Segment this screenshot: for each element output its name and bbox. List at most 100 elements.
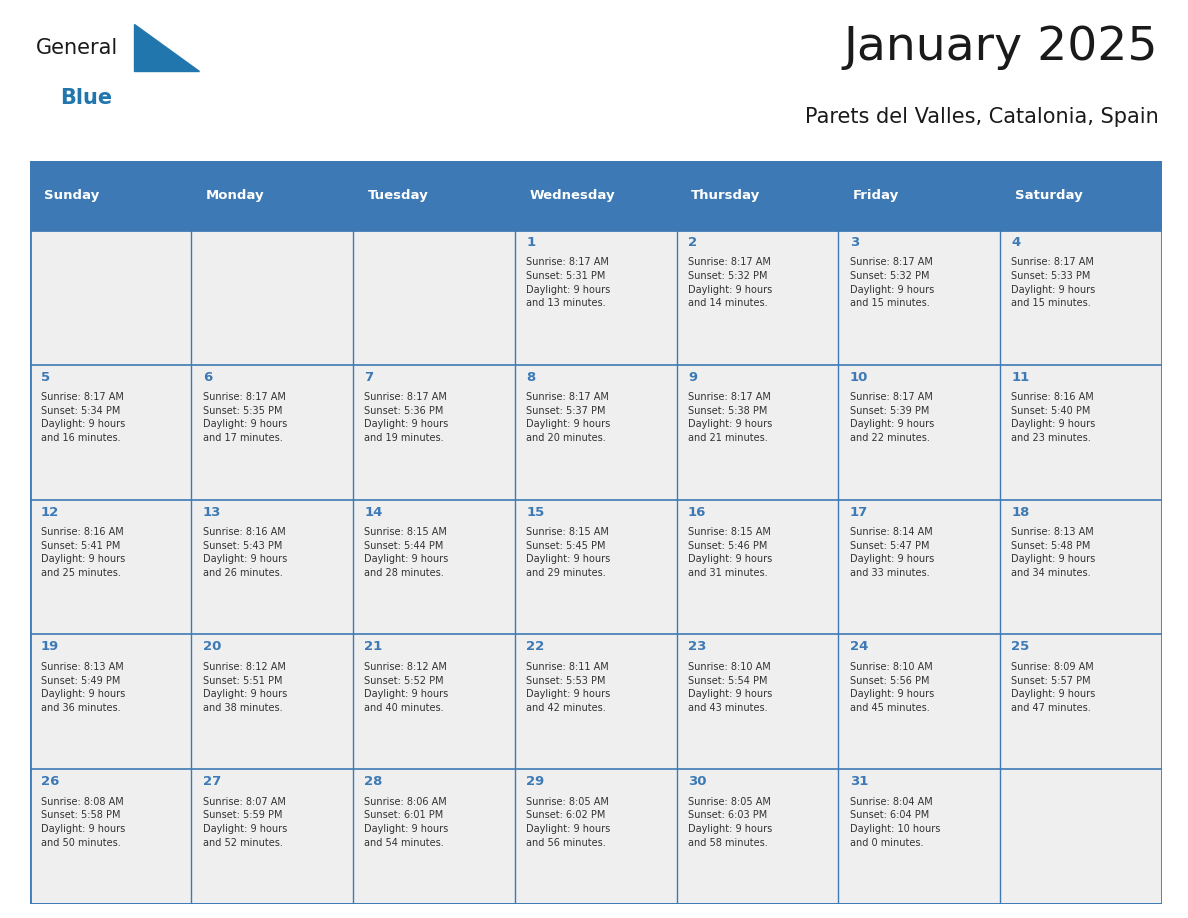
Text: 15: 15 [526, 506, 544, 519]
Text: 11: 11 [1011, 371, 1030, 384]
Bar [677, 634, 839, 769]
Bar [514, 230, 677, 364]
Bar [514, 499, 677, 634]
Bar [839, 364, 1000, 499]
Text: Friday: Friday [853, 189, 899, 202]
Text: 6: 6 [203, 371, 211, 384]
Text: Sunrise: 8:11 AM
Sunset: 5:53 PM
Daylight: 9 hours
and 42 minutes.: Sunrise: 8:11 AM Sunset: 5:53 PM Dayligh… [526, 662, 611, 712]
Bar [677, 499, 839, 634]
Bar [353, 769, 514, 904]
Text: Sunrise: 8:08 AM
Sunset: 5:58 PM
Daylight: 9 hours
and 50 minutes.: Sunrise: 8:08 AM Sunset: 5:58 PM Dayligh… [42, 797, 125, 847]
Bar [30, 161, 1162, 230]
Bar [191, 499, 353, 634]
Text: General: General [36, 38, 118, 58]
Text: 7: 7 [365, 371, 373, 384]
Text: 25: 25 [1011, 641, 1030, 654]
Text: Sunrise: 8:05 AM
Sunset: 6:02 PM
Daylight: 9 hours
and 56 minutes.: Sunrise: 8:05 AM Sunset: 6:02 PM Dayligh… [526, 797, 611, 847]
Text: Sunrise: 8:12 AM
Sunset: 5:51 PM
Daylight: 9 hours
and 38 minutes.: Sunrise: 8:12 AM Sunset: 5:51 PM Dayligh… [203, 662, 287, 712]
Text: 26: 26 [42, 776, 59, 789]
Bar [191, 230, 353, 364]
Bar [191, 364, 353, 499]
Text: Sunrise: 8:17 AM
Sunset: 5:31 PM
Daylight: 9 hours
and 13 minutes.: Sunrise: 8:17 AM Sunset: 5:31 PM Dayligh… [526, 257, 611, 308]
Bar [677, 230, 839, 364]
Bar [30, 634, 191, 769]
Text: Sunrise: 8:17 AM
Sunset: 5:33 PM
Daylight: 9 hours
and 15 minutes.: Sunrise: 8:17 AM Sunset: 5:33 PM Dayligh… [1011, 257, 1095, 308]
Text: 4: 4 [1011, 236, 1020, 249]
Text: Sunrise: 8:17 AM
Sunset: 5:39 PM
Daylight: 9 hours
and 22 minutes.: Sunrise: 8:17 AM Sunset: 5:39 PM Dayligh… [849, 392, 934, 443]
Text: Parets del Valles, Catalonia, Spain: Parets del Valles, Catalonia, Spain [804, 106, 1158, 127]
Text: Sunrise: 8:09 AM
Sunset: 5:57 PM
Daylight: 9 hours
and 47 minutes.: Sunrise: 8:09 AM Sunset: 5:57 PM Dayligh… [1011, 662, 1095, 712]
Text: Sunrise: 8:15 AM
Sunset: 5:44 PM
Daylight: 9 hours
and 28 minutes.: Sunrise: 8:15 AM Sunset: 5:44 PM Dayligh… [365, 527, 449, 578]
Text: Sunrise: 8:17 AM
Sunset: 5:38 PM
Daylight: 9 hours
and 21 minutes.: Sunrise: 8:17 AM Sunset: 5:38 PM Dayligh… [688, 392, 772, 443]
Text: 24: 24 [849, 641, 868, 654]
Text: Sunrise: 8:06 AM
Sunset: 6:01 PM
Daylight: 9 hours
and 54 minutes.: Sunrise: 8:06 AM Sunset: 6:01 PM Dayligh… [365, 797, 449, 847]
Text: Sunrise: 8:15 AM
Sunset: 5:45 PM
Daylight: 9 hours
and 29 minutes.: Sunrise: 8:15 AM Sunset: 5:45 PM Dayligh… [526, 527, 611, 578]
Bar [30, 769, 191, 904]
Text: 16: 16 [688, 506, 707, 519]
Text: Sunrise: 8:16 AM
Sunset: 5:43 PM
Daylight: 9 hours
and 26 minutes.: Sunrise: 8:16 AM Sunset: 5:43 PM Dayligh… [203, 527, 287, 578]
Text: 5: 5 [42, 371, 50, 384]
Bar [839, 499, 1000, 634]
Text: Saturday: Saturday [1015, 189, 1082, 202]
Text: 21: 21 [365, 641, 383, 654]
Text: Sunrise: 8:15 AM
Sunset: 5:46 PM
Daylight: 9 hours
and 31 minutes.: Sunrise: 8:15 AM Sunset: 5:46 PM Dayligh… [688, 527, 772, 578]
Text: Tuesday: Tuesday [368, 189, 429, 202]
Text: Thursday: Thursday [691, 189, 760, 202]
Text: 2: 2 [688, 236, 697, 249]
Text: 20: 20 [203, 641, 221, 654]
Bar [839, 769, 1000, 904]
Text: Sunrise: 8:16 AM
Sunset: 5:40 PM
Daylight: 9 hours
and 23 minutes.: Sunrise: 8:16 AM Sunset: 5:40 PM Dayligh… [1011, 392, 1095, 443]
Text: Sunrise: 8:17 AM
Sunset: 5:32 PM
Daylight: 9 hours
and 15 minutes.: Sunrise: 8:17 AM Sunset: 5:32 PM Dayligh… [849, 257, 934, 308]
Bar [839, 230, 1000, 364]
Text: Sunrise: 8:13 AM
Sunset: 5:48 PM
Daylight: 9 hours
and 34 minutes.: Sunrise: 8:13 AM Sunset: 5:48 PM Dayligh… [1011, 527, 1095, 578]
Bar [839, 634, 1000, 769]
Text: 18: 18 [1011, 506, 1030, 519]
Text: Sunrise: 8:05 AM
Sunset: 6:03 PM
Daylight: 9 hours
and 58 minutes.: Sunrise: 8:05 AM Sunset: 6:03 PM Dayligh… [688, 797, 772, 847]
Text: Sunrise: 8:12 AM
Sunset: 5:52 PM
Daylight: 9 hours
and 40 minutes.: Sunrise: 8:12 AM Sunset: 5:52 PM Dayligh… [365, 662, 449, 712]
Bar [677, 364, 839, 499]
Text: 22: 22 [526, 641, 544, 654]
Bar [1000, 769, 1162, 904]
Text: Sunrise: 8:17 AM
Sunset: 5:34 PM
Daylight: 9 hours
and 16 minutes.: Sunrise: 8:17 AM Sunset: 5:34 PM Dayligh… [42, 392, 125, 443]
Bar [1000, 634, 1162, 769]
Bar [191, 769, 353, 904]
Bar [1000, 230, 1162, 364]
Bar [353, 499, 514, 634]
Text: Sunrise: 8:10 AM
Sunset: 5:54 PM
Daylight: 9 hours
and 43 minutes.: Sunrise: 8:10 AM Sunset: 5:54 PM Dayligh… [688, 662, 772, 712]
Text: Sunrise: 8:14 AM
Sunset: 5:47 PM
Daylight: 9 hours
and 33 minutes.: Sunrise: 8:14 AM Sunset: 5:47 PM Dayligh… [849, 527, 934, 578]
Text: Sunrise: 8:07 AM
Sunset: 5:59 PM
Daylight: 9 hours
and 52 minutes.: Sunrise: 8:07 AM Sunset: 5:59 PM Dayligh… [203, 797, 287, 847]
Text: 8: 8 [526, 371, 536, 384]
Text: 27: 27 [203, 776, 221, 789]
Text: 12: 12 [42, 506, 59, 519]
Bar [1000, 364, 1162, 499]
Bar [514, 634, 677, 769]
Text: 28: 28 [365, 776, 383, 789]
Text: Blue: Blue [61, 87, 113, 107]
Bar [30, 230, 191, 364]
Text: Sunday: Sunday [44, 189, 100, 202]
Bar [353, 364, 514, 499]
Text: 19: 19 [42, 641, 59, 654]
Bar [514, 769, 677, 904]
Bar [677, 769, 839, 904]
Text: 23: 23 [688, 641, 707, 654]
Text: Sunrise: 8:04 AM
Sunset: 6:04 PM
Daylight: 10 hours
and 0 minutes.: Sunrise: 8:04 AM Sunset: 6:04 PM Dayligh… [849, 797, 940, 847]
Bar [514, 364, 677, 499]
Text: 29: 29 [526, 776, 544, 789]
Bar [30, 364, 191, 499]
Text: 1: 1 [526, 236, 536, 249]
Text: 13: 13 [203, 506, 221, 519]
Text: Sunrise: 8:13 AM
Sunset: 5:49 PM
Daylight: 9 hours
and 36 minutes.: Sunrise: 8:13 AM Sunset: 5:49 PM Dayligh… [42, 662, 125, 712]
Text: Sunrise: 8:17 AM
Sunset: 5:35 PM
Daylight: 9 hours
and 17 minutes.: Sunrise: 8:17 AM Sunset: 5:35 PM Dayligh… [203, 392, 287, 443]
Text: Sunrise: 8:17 AM
Sunset: 5:32 PM
Daylight: 9 hours
and 14 minutes.: Sunrise: 8:17 AM Sunset: 5:32 PM Dayligh… [688, 257, 772, 308]
Text: Sunrise: 8:16 AM
Sunset: 5:41 PM
Daylight: 9 hours
and 25 minutes.: Sunrise: 8:16 AM Sunset: 5:41 PM Dayligh… [42, 527, 125, 578]
Bar [1000, 499, 1162, 634]
Text: January 2025: January 2025 [843, 25, 1158, 71]
Text: Monday: Monday [206, 189, 265, 202]
Text: 14: 14 [365, 506, 383, 519]
Bar [30, 499, 191, 634]
Text: 3: 3 [849, 236, 859, 249]
Bar [353, 634, 514, 769]
Bar [353, 230, 514, 364]
Text: 31: 31 [849, 776, 868, 789]
